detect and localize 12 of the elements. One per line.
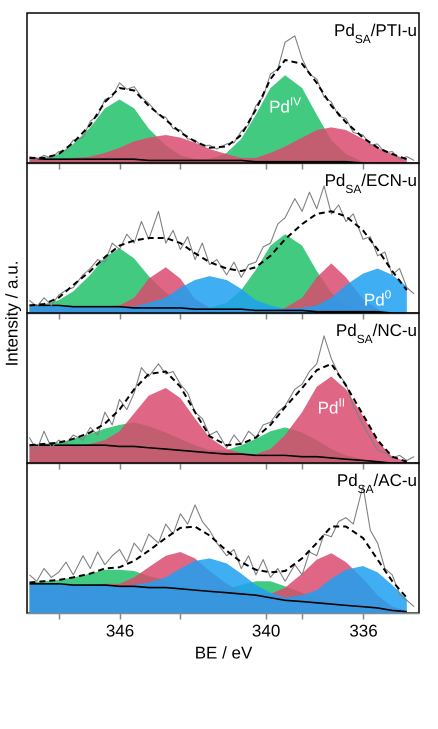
x-axis-title: BE / eV — [194, 644, 253, 662]
annotation: Pd$^{0}$ — [364, 288, 392, 310]
x-tick-label: 340 — [252, 622, 280, 640]
annotation: Pd$^{IV}$ — [269, 94, 302, 116]
y-axis-title: Intensity / a.u. — [2, 260, 22, 366]
chart-title: Pd$_{SA}$/PTI-u — [334, 21, 417, 46]
x-tick-label: 346 — [106, 622, 134, 640]
chart-title: Pd$_{SA}$/NC-u — [336, 321, 417, 346]
chart-title: Pd$_{SA}$/AC-u — [336, 471, 417, 496]
x-tick-label: 336 — [349, 622, 378, 640]
chart-title: Pd$_{SA}$/ECN-u — [324, 171, 417, 196]
annotation: Pd$^{II}$ — [318, 396, 346, 418]
